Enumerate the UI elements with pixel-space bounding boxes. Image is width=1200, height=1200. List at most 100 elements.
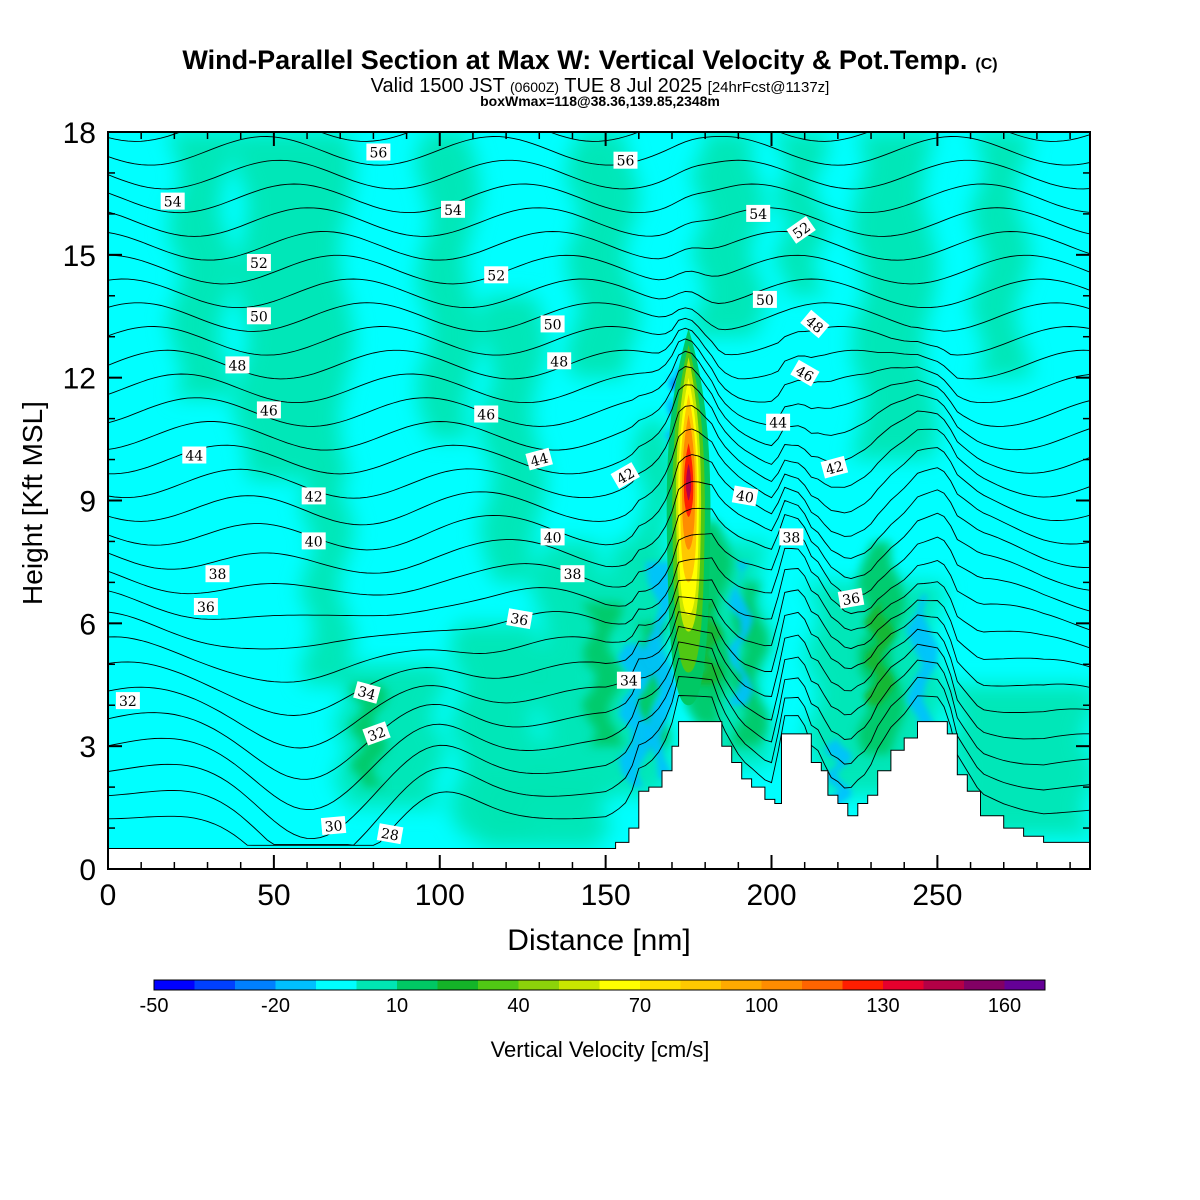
theta-contour <box>108 366 1090 451</box>
contour-label: 32 <box>115 692 140 710</box>
velocity-band <box>823 737 852 812</box>
velocity-band <box>478 295 547 583</box>
theta-contour <box>108 302 1090 332</box>
contour-label: 30 <box>320 815 347 836</box>
velocity-band <box>726 561 754 706</box>
terrain-profile <box>108 721 1090 869</box>
theta-contour <box>108 132 1090 142</box>
contour-label-text: 42 <box>614 465 637 488</box>
theta-contour <box>108 658 1090 840</box>
colorbar-segment <box>154 980 195 990</box>
contour-label: 42 <box>820 455 849 479</box>
contour-label: 40 <box>540 528 565 546</box>
contour-label-text: 36 <box>509 611 529 630</box>
contour-label-text: 40 <box>305 534 323 550</box>
colorbar-tick-label: 40 <box>507 995 529 1017</box>
colorbar-segment <box>478 980 519 990</box>
contour-label-text: 54 <box>444 203 462 219</box>
contour-label: 48 <box>547 352 572 370</box>
contour-label: 36 <box>506 608 533 630</box>
contour-label-text: 42 <box>824 459 845 479</box>
colorbar-tick-label: -20 <box>261 995 290 1017</box>
y-tick-label: 15 <box>63 240 96 273</box>
colorbar-segment <box>316 980 357 990</box>
contour-label-text: 44 <box>185 449 203 465</box>
colorbar-segment <box>599 980 641 990</box>
theta-contour <box>108 481 1090 574</box>
theta-contour <box>108 589 1090 716</box>
contour-label: 50 <box>246 307 271 325</box>
contour-label: 44 <box>766 413 791 432</box>
contour-label: 34 <box>616 671 641 690</box>
contour-label-text: 38 <box>782 530 800 546</box>
contour-label: 54 <box>441 200 465 219</box>
contour-label: 36 <box>837 587 865 609</box>
contour-label: 34 <box>353 681 381 704</box>
contour-label: 44 <box>525 447 553 471</box>
contour-label-text: 44 <box>529 451 550 471</box>
contour-label: 40 <box>731 485 759 507</box>
colorbar-segment <box>964 980 1005 990</box>
contour-label-text: 46 <box>792 363 816 386</box>
colorbar-segment <box>559 980 600 990</box>
x-axis: 0 50 100 150 200 250 <box>100 132 1071 912</box>
contour-label-text: 46 <box>477 408 495 424</box>
theta-contours <box>108 132 1090 846</box>
colorbar-tick-label: -50 <box>140 995 169 1017</box>
contour-label: 54 <box>746 204 771 223</box>
contour-label: 46 <box>790 359 820 387</box>
theta-contour <box>108 317 1090 356</box>
contour-label: 38 <box>205 565 230 583</box>
colorbar-label: Vertical Velocity [cm/s] <box>491 1037 710 1062</box>
contour-label: 56 <box>613 151 638 170</box>
contour-label-text: 40 <box>735 488 755 507</box>
colorbar-segment <box>518 980 560 990</box>
contour-label-text: 48 <box>550 354 568 370</box>
contour-label-text: 38 <box>564 567 582 583</box>
x-tick-label: 50 <box>257 879 290 912</box>
theta-contour <box>108 507 1090 596</box>
colorbar-segment <box>275 980 317 990</box>
theta-contour <box>108 135 1090 166</box>
x-tick-label: 200 <box>746 879 796 912</box>
colorbar-segment <box>397 980 438 990</box>
contour-label-text: 54 <box>749 207 767 223</box>
contour-label: 46 <box>256 401 281 419</box>
y-tick-label: 12 <box>63 363 96 396</box>
contour-label-text: 40 <box>544 530 562 546</box>
velocity-band <box>968 132 1032 378</box>
contour-label-text: 28 <box>380 826 400 845</box>
colorbar-segment <box>194 980 236 990</box>
contour-label: 44 <box>182 446 207 465</box>
colorbar-segment <box>802 980 843 990</box>
colorbar-tick-label: 10 <box>386 995 408 1017</box>
velocity-band <box>471 778 614 849</box>
velocity-band <box>862 602 896 706</box>
theta-contour <box>108 254 1090 285</box>
theta-contour <box>108 338 1090 404</box>
contour-label-text: 56 <box>617 154 635 170</box>
contour-label-text: 46 <box>260 403 278 419</box>
chart-subtitle-2: boxWmax=118@38.36,139.85,2348m <box>480 93 720 109</box>
colorbar-tick-label: 100 <box>745 995 778 1017</box>
contour-label: 40 <box>301 532 326 550</box>
y-tick-label: 9 <box>79 486 96 519</box>
theta-contour <box>108 350 1090 427</box>
velocity-band <box>690 132 767 337</box>
theta-contour <box>108 405 1090 499</box>
contour-label-text: 42 <box>305 489 323 505</box>
theta-contour <box>108 611 1090 749</box>
contour-label-text: 48 <box>228 358 246 374</box>
velocity-band <box>849 132 940 460</box>
theta-contour <box>108 529 1090 620</box>
contour-label-text: 36 <box>197 600 215 616</box>
contour-label: 32 <box>362 721 391 746</box>
contour-label-text: 38 <box>209 567 227 583</box>
contour-label-text: 52 <box>250 256 268 272</box>
y-tick-label: 0 <box>79 854 96 887</box>
colorbar-segment <box>842 980 884 990</box>
theta-contour <box>108 327 1090 380</box>
contour-label-text: 34 <box>620 674 638 690</box>
